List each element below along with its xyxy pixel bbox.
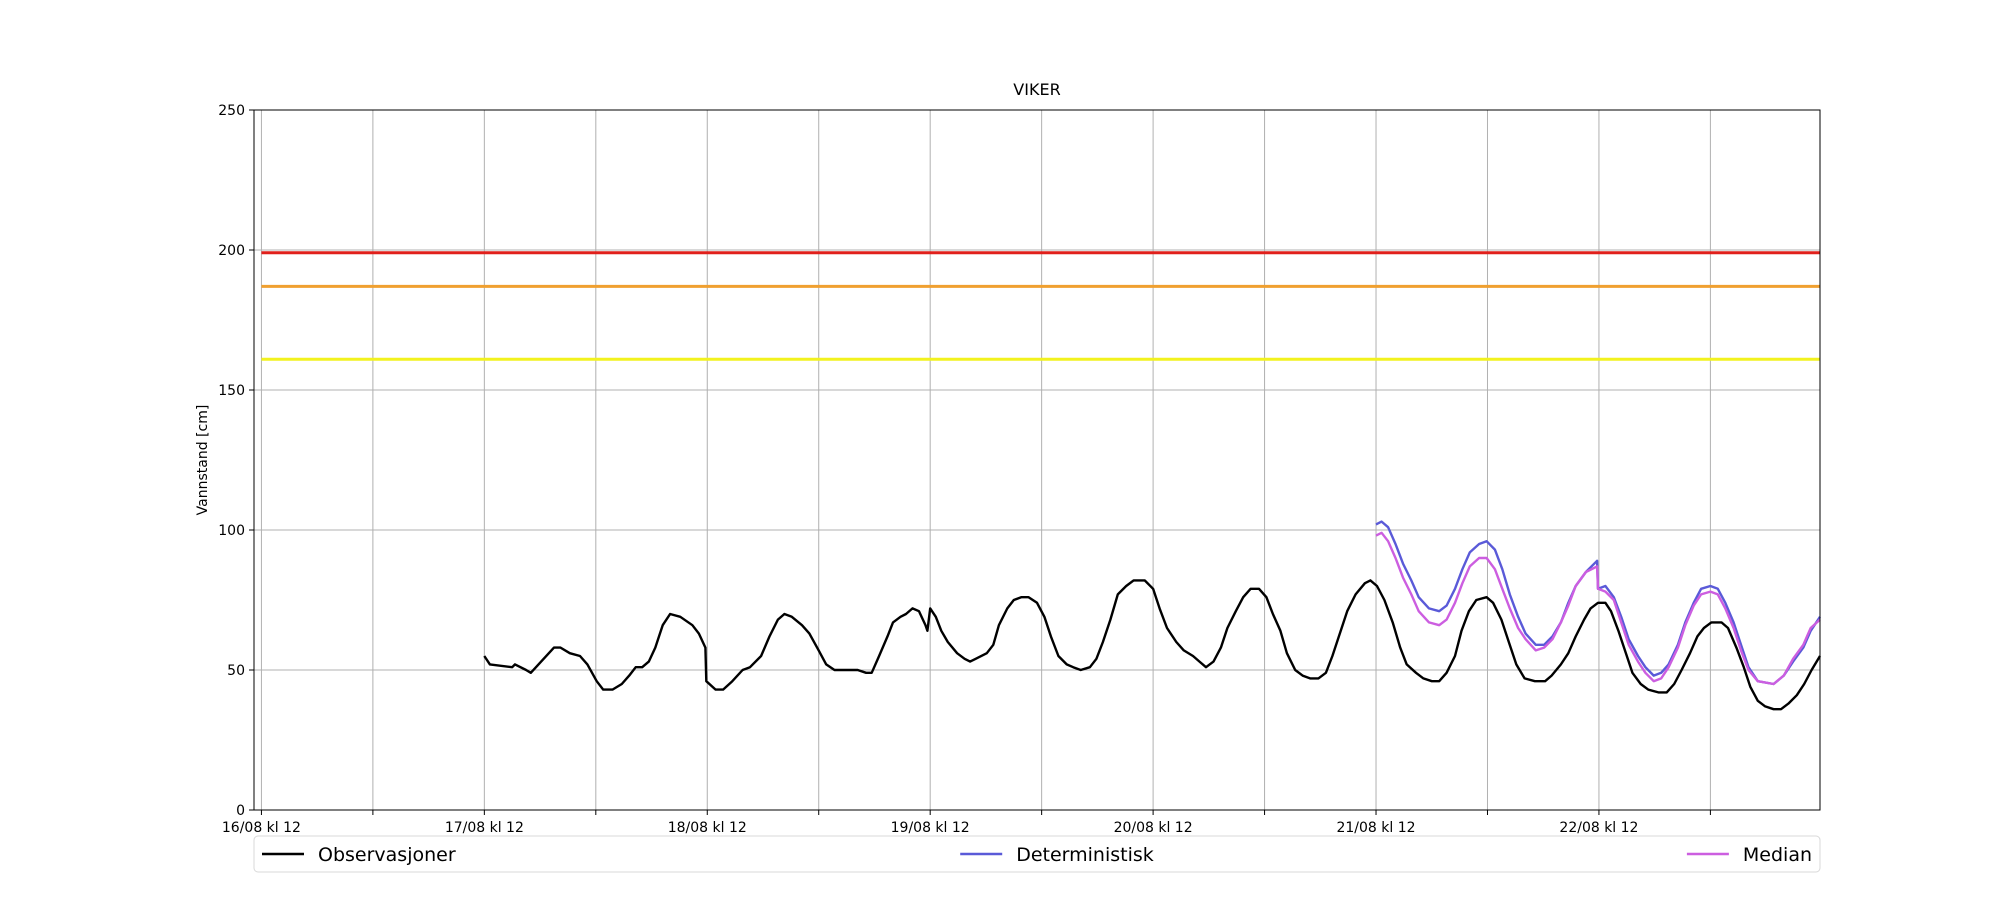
x-tick-label: 16/08 kl 12 bbox=[222, 820, 301, 836]
chart-title: VIKER bbox=[1013, 80, 1060, 99]
x-tick-label: 21/08 kl 12 bbox=[1336, 820, 1415, 836]
y-tick-label: 250 bbox=[218, 103, 245, 119]
plot-frame bbox=[253, 109, 1821, 811]
y-tick-label: 200 bbox=[218, 243, 245, 259]
y-tick-label: 100 bbox=[218, 523, 245, 539]
x-tick-label: 20/08 kl 12 bbox=[1114, 820, 1193, 836]
series-line bbox=[1375, 531, 1821, 686]
x-tick-label: 18/08 kl 12 bbox=[668, 820, 747, 836]
y-tick-label: 0 bbox=[236, 803, 245, 819]
series-line bbox=[483, 579, 1822, 711]
x-tick-label: 17/08 kl 12 bbox=[445, 820, 524, 836]
legend-label: Median bbox=[1743, 844, 1812, 866]
series-line bbox=[1375, 520, 1821, 686]
legend-box bbox=[253, 835, 1821, 873]
x-tick-label: 22/08 kl 12 bbox=[1559, 820, 1638, 836]
x-tick-label: 19/08 kl 12 bbox=[891, 820, 970, 836]
y-tick-label: 50 bbox=[227, 663, 245, 679]
legend-label: Deterministisk bbox=[1016, 844, 1154, 866]
y-axis-label: Vannstand [cm] bbox=[195, 405, 211, 516]
legend-label: Observasjoner bbox=[318, 844, 456, 866]
y-tick-label: 150 bbox=[218, 383, 245, 399]
